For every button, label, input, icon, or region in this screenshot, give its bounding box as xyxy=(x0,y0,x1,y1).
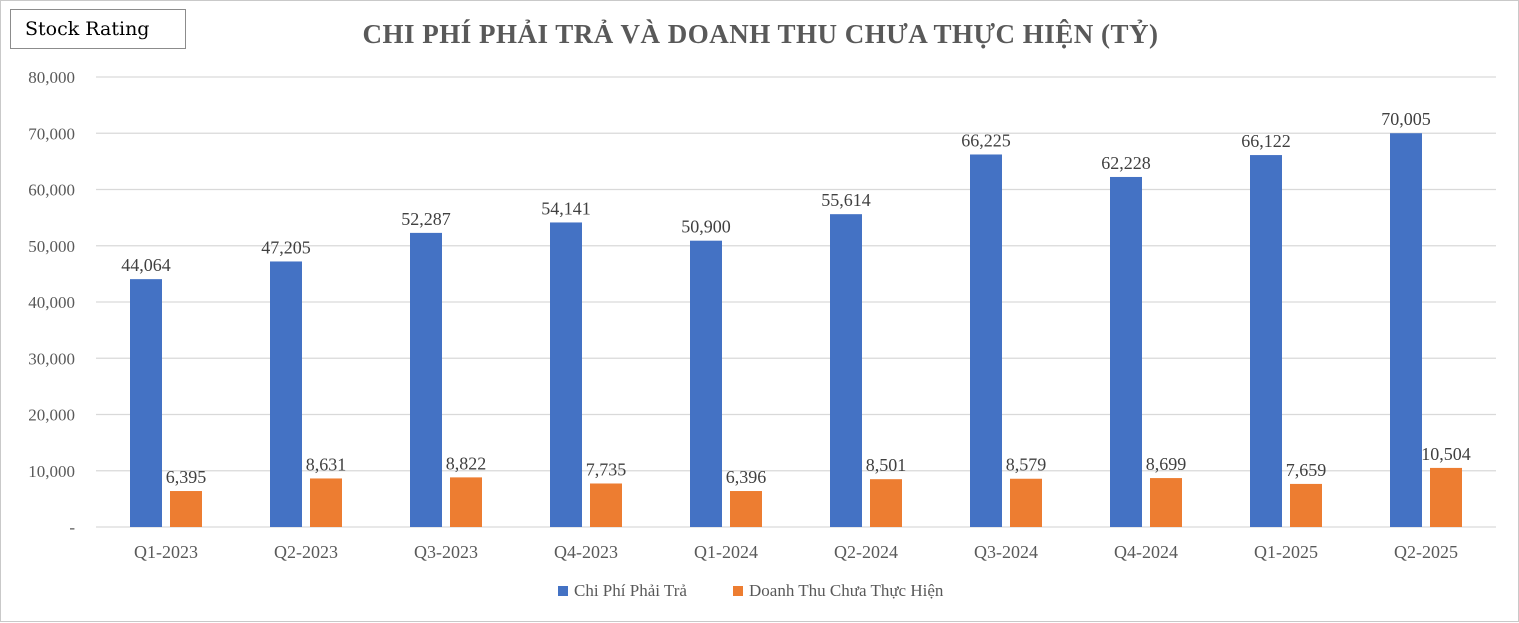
x-tick-label: Q1-2024 xyxy=(694,542,758,562)
bar-chi-phi-phai-tra xyxy=(970,154,1002,527)
x-tick-label: Q3-2024 xyxy=(974,542,1038,562)
data-label: 66,122 xyxy=(1241,131,1291,151)
data-label: 8,699 xyxy=(1146,454,1187,474)
data-label: 6,396 xyxy=(726,467,767,487)
bar-doanh-thu-chua-thuc-hien xyxy=(590,483,622,527)
x-tick-label: Q1-2023 xyxy=(134,542,198,562)
data-label: 6,395 xyxy=(166,467,207,487)
data-label: 8,501 xyxy=(866,455,907,475)
legend-label-doanh-thu-chua-thuc-hien: Doanh Thu Chưa Thực Hiện xyxy=(749,581,944,600)
data-label: 70,005 xyxy=(1381,109,1431,129)
x-tick-label: Q2-2025 xyxy=(1394,542,1458,562)
data-label: 55,614 xyxy=(821,190,871,210)
data-label: 8,631 xyxy=(306,454,347,474)
bar-doanh-thu-chua-thuc-hien xyxy=(1430,467,1462,527)
bar-chi-phi-phai-tra xyxy=(830,214,862,527)
y-tick-label: 40,000 xyxy=(28,293,75,312)
chart-title: CHI PHÍ PHẢI TRẢ VÀ DOANH THU CHƯA THỰC … xyxy=(362,19,1159,49)
bar-chi-phi-phai-tra xyxy=(410,232,442,527)
legend-label-chi-phi-phai-tra: Chi Phí Phải Trả xyxy=(574,581,687,600)
data-label: 44,064 xyxy=(121,255,171,275)
bar-chi-phi-phai-tra xyxy=(130,279,162,527)
x-tick-label: Q3-2023 xyxy=(414,542,478,562)
bar-chi-phi-phai-tra xyxy=(690,240,722,527)
bar-chi-phi-phai-tra xyxy=(1110,176,1142,527)
data-label: 62,228 xyxy=(1101,153,1151,173)
bar-doanh-thu-chua-thuc-hien xyxy=(1010,478,1042,527)
y-tick-label: 10,000 xyxy=(28,462,75,481)
data-label: 52,287 xyxy=(401,209,451,229)
bar-doanh-thu-chua-thuc-hien xyxy=(1290,483,1322,527)
y-tick-label: - xyxy=(69,518,75,537)
data-label: 7,659 xyxy=(1286,460,1327,480)
bar-chi-phi-phai-tra xyxy=(1390,133,1422,528)
bar-chi-phi-phai-tra xyxy=(1250,155,1282,527)
x-tick-label: Q2-2023 xyxy=(274,542,338,562)
bar-doanh-thu-chua-thuc-hien xyxy=(450,477,482,527)
y-tick-label: 70,000 xyxy=(28,124,75,143)
legend-swatch-doanh-thu-chua-thuc-hien xyxy=(733,586,743,596)
x-tick-label: Q4-2023 xyxy=(554,542,618,562)
y-tick-label: 60,000 xyxy=(28,181,75,200)
y-tick-label: 30,000 xyxy=(28,349,75,368)
bar-doanh-thu-chua-thuc-hien xyxy=(730,491,762,527)
x-tick-label: Q4-2024 xyxy=(1114,542,1178,562)
x-tick-label: Q2-2024 xyxy=(834,542,898,562)
bar-doanh-thu-chua-thuc-hien xyxy=(170,491,202,527)
bar-doanh-thu-chua-thuc-hien xyxy=(1150,478,1182,527)
data-label: 50,900 xyxy=(681,217,731,237)
bar-doanh-thu-chua-thuc-hien xyxy=(310,478,342,527)
data-label: 7,735 xyxy=(586,459,627,479)
legend-swatch-chi-phi-phai-tra xyxy=(558,586,568,596)
y-tick-label: 20,000 xyxy=(28,406,75,425)
data-label: 8,579 xyxy=(1006,455,1047,475)
data-label: 47,205 xyxy=(261,237,311,257)
bar-doanh-thu-chua-thuc-hien xyxy=(870,479,902,527)
y-tick-label: 50,000 xyxy=(28,237,75,256)
data-label: 54,141 xyxy=(541,198,591,218)
bar-chi-phi-phai-tra xyxy=(550,222,582,527)
bar-chi-phi-phai-tra xyxy=(270,261,302,527)
data-label: 10,504 xyxy=(1421,444,1471,464)
data-label: 8,822 xyxy=(446,453,487,473)
y-tick-label: 80,000 xyxy=(28,68,75,87)
stock-rating-badge: Stock Rating xyxy=(10,9,186,49)
data-label: 66,225 xyxy=(961,130,1011,150)
x-tick-label: Q1-2025 xyxy=(1254,542,1318,562)
